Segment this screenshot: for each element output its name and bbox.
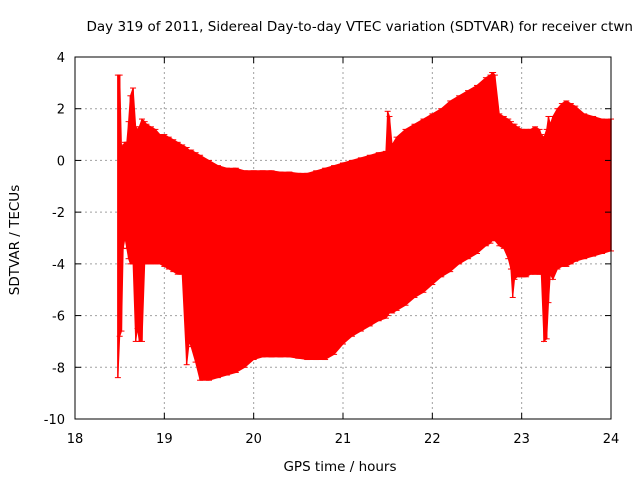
- x-axis-ticks: 18 19 20 21 22 23 24: [67, 57, 620, 447]
- y-tick-label: -6: [52, 310, 65, 325]
- x-tick-label: 20: [245, 432, 262, 447]
- y-tick-label: 2: [57, 103, 65, 118]
- x-tick-label: 19: [156, 432, 173, 447]
- x-tick-label: 24: [603, 432, 620, 447]
- y-axis-label: SDTVAR / TECUs: [7, 185, 23, 295]
- y-axis-ticks: 4 2 0 -2 -4 -6 -8 -10: [44, 51, 611, 428]
- chart-title: Day 319 of 2011, Sidereal Day-to-day VTE…: [87, 19, 634, 35]
- y-tick-label: -2: [52, 206, 65, 221]
- series-layer: [114, 72, 614, 381]
- x-tick-label: 21: [335, 432, 352, 447]
- x-tick-label: 22: [424, 432, 441, 447]
- y-tick-label: -4: [52, 258, 65, 273]
- y-tick-label: 4: [57, 51, 65, 66]
- y-tick-label: 0: [57, 154, 65, 169]
- y-tick-label: -10: [44, 413, 65, 428]
- x-tick-label: 23: [513, 432, 530, 447]
- x-axis-label: GPS time / hours: [283, 459, 396, 475]
- x-tick-label: 18: [67, 432, 84, 447]
- y-tick-label: -8: [52, 361, 65, 376]
